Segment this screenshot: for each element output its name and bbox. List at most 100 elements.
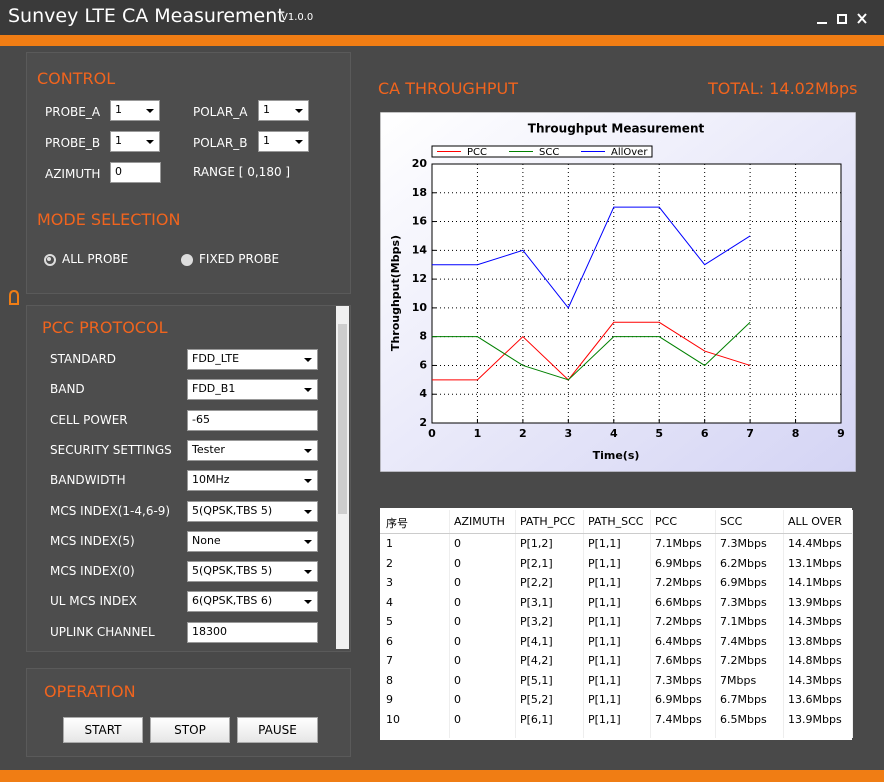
table-cell: 14.3Mbps xyxy=(788,673,842,687)
y-tick-label: 14 xyxy=(412,243,428,256)
close[interactable] xyxy=(857,13,867,24)
table-cell: 10 xyxy=(386,712,400,726)
table-cell: 13.6Mbps xyxy=(788,693,842,706)
table-cell: 6.6Mbps xyxy=(655,595,702,609)
field-label: PROBE_B xyxy=(45,136,101,150)
dropdown[interactable]: None xyxy=(187,530,318,552)
setting-label: UPLINK CHANNEL xyxy=(50,624,155,639)
scroll-thumb[interactable] xyxy=(338,324,347,514)
legend-label: PCC xyxy=(467,147,487,158)
table-cell: P[3,1] xyxy=(520,595,553,609)
maximize[interactable] xyxy=(837,14,847,24)
y-tick-label: 12 xyxy=(412,272,427,285)
table-cell: 6.7Mbps xyxy=(720,693,767,706)
dropdown[interactable]: FDD_B1 xyxy=(187,379,318,401)
table-cell: 3 xyxy=(386,576,393,589)
legend-label: AllOver xyxy=(611,147,648,158)
section-title: OPERATION xyxy=(44,682,136,701)
setting-label: SECURITY SETTINGS xyxy=(50,442,172,457)
field-label: POLAR_B xyxy=(193,136,248,150)
dropdown[interactable]: 5(QPSK,TBS 5) xyxy=(187,561,318,583)
button[interactable]: PAUSE xyxy=(237,717,318,743)
table-cell: P[5,1] xyxy=(520,673,553,687)
table-cell: 6.9Mbps xyxy=(655,556,702,570)
table-cell: 7.4Mbps xyxy=(655,712,702,726)
setting-label: MCS INDEX(0) xyxy=(50,564,135,579)
table-cell: 0 xyxy=(454,634,461,648)
results-table xyxy=(380,508,852,740)
setting-label: CELL POWER xyxy=(50,412,128,427)
table-cell: 6.2Mbps xyxy=(720,556,767,570)
table-cell: 7.2Mbps xyxy=(655,576,702,589)
table-cell: 7.3Mbps xyxy=(720,595,767,609)
dropdown[interactable]: 6(QPSK,TBS 6) xyxy=(187,591,318,613)
table-cell: 7.2Mbps xyxy=(655,615,702,628)
x-tick-label: 1 xyxy=(474,427,482,440)
column-divider xyxy=(783,510,784,738)
side-icon xyxy=(9,289,19,305)
window-buttons[interactable] xyxy=(810,8,876,28)
column-divider xyxy=(515,510,516,738)
series-line xyxy=(432,206,751,309)
dropdown[interactable]: 1 xyxy=(258,131,309,152)
table-header: PCC xyxy=(655,515,677,528)
table-cell: P[2,2] xyxy=(520,576,553,589)
table-cell: 7.1Mbps xyxy=(720,615,767,628)
section-title: CONTROL xyxy=(37,69,116,88)
table-cell: 0 xyxy=(454,693,461,706)
table-cell: P[1,2] xyxy=(520,537,553,550)
series-line xyxy=(432,321,751,381)
radio-dot[interactable] xyxy=(47,257,51,261)
setting-label: BANDWIDTH xyxy=(50,473,126,488)
table-cell: 0 xyxy=(454,556,461,570)
table-cell: P[6,1] xyxy=(520,712,553,726)
dropdown[interactable]: 1 xyxy=(110,131,160,152)
table-cell: 0 xyxy=(454,673,461,687)
button[interactable]: STOP xyxy=(150,717,230,743)
setting-label: BAND xyxy=(50,382,85,397)
title-bar: Sunvey LTE CA Measurement V1.0.0 xyxy=(0,0,884,35)
text-input[interactable]: 18300 xyxy=(187,621,318,643)
radio-label[interactable]: ALL PROBE xyxy=(62,252,129,266)
setting-label: UL MCS INDEX xyxy=(50,594,138,609)
radio-label[interactable]: FIXED PROBE xyxy=(199,252,280,266)
table-cell: P[1,1] xyxy=(588,693,621,706)
table-cell: P[1,1] xyxy=(588,712,621,726)
table-cell: P[1,1] xyxy=(588,634,621,648)
table-header: ALL OVER xyxy=(788,515,842,528)
setting-label: STANDARD xyxy=(50,352,117,366)
button[interactable]: START xyxy=(63,717,143,743)
field-label: POLAR_A xyxy=(193,105,248,119)
radio-button[interactable] xyxy=(181,254,193,266)
text-input[interactable]: 0 xyxy=(110,162,161,183)
dropdown[interactable]: 1 xyxy=(110,100,160,121)
table-cell: 7 xyxy=(386,654,393,667)
dropdown[interactable]: FDD_LTE xyxy=(187,349,318,370)
dropdown[interactable]: 5(QPSK,TBS 5) xyxy=(187,500,318,522)
scrollbar[interactable] xyxy=(336,306,349,649)
chart: Throughput Measurement Time(s) Throughpu… xyxy=(380,112,856,472)
dropdown[interactable]: 1 xyxy=(258,100,309,121)
table-header: AZIMUTH xyxy=(454,515,505,528)
table-cell: 7.2Mbps xyxy=(720,654,767,667)
table-cell: P[4,1] xyxy=(520,634,553,648)
text-input[interactable]: -65 xyxy=(187,409,318,431)
legend-box xyxy=(431,145,653,158)
table-cell: P[1,1] xyxy=(588,673,621,687)
column-divider xyxy=(449,510,450,738)
table-cell: 6 xyxy=(386,634,393,648)
table-cell: 0 xyxy=(454,654,461,667)
dropdown[interactable]: Tester xyxy=(187,439,318,461)
table-cell: P[1,1] xyxy=(588,556,621,570)
table-cell: P[4,2] xyxy=(520,654,553,667)
y-tick-label: 6 xyxy=(419,358,427,371)
app-title: Sunvey LTE CA Measurement xyxy=(8,5,285,27)
dropdown[interactable]: 10MHz xyxy=(187,470,318,492)
x-tick-label: 0 xyxy=(428,427,436,440)
column-divider xyxy=(715,510,716,738)
total-throughput: TOTAL: 14.02Mbps xyxy=(708,79,858,98)
table-cell: 2 xyxy=(386,556,393,570)
top-accent xyxy=(0,35,884,46)
column-divider xyxy=(650,510,651,738)
